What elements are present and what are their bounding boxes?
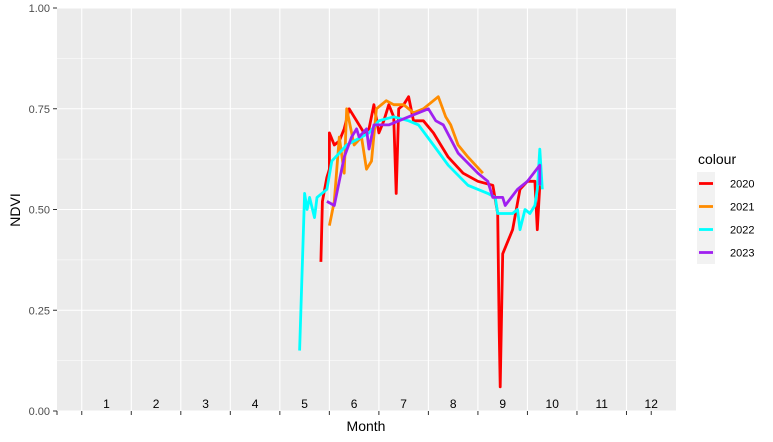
y-tick-label: 0.00: [29, 406, 50, 418]
month-label: 8: [450, 397, 457, 411]
grid-minor: [57, 58, 676, 361]
legend-label-2022: 2022: [730, 225, 754, 237]
y-tick-label: 0.75: [29, 104, 50, 116]
x-axis-title: Month: [347, 418, 386, 434]
month-label: 7: [400, 397, 407, 411]
month-label: 6: [351, 397, 358, 411]
series-line-2021: [328, 95, 484, 226]
month-label: 9: [499, 397, 506, 411]
y-tick-label: 0.25: [29, 305, 50, 317]
y-tick-label: 0.50: [29, 205, 50, 217]
month-label: 1: [103, 397, 110, 411]
month-label: 4: [252, 397, 259, 411]
legend-label-2020: 2020: [730, 179, 754, 191]
grid-major: [57, 7, 676, 412]
legend-label-2021: 2021: [730, 202, 754, 214]
series-line-2023: [326, 107, 542, 207]
month-labels: 1 2 3 4 5 6 7 8 9 10 11 12: [103, 397, 658, 411]
month-label: 5: [301, 397, 308, 411]
legend-title: colour: [698, 151, 736, 167]
x-axis-ticks: [56, 411, 652, 415]
legend: colour 2020 2021 2022 2023: [697, 151, 754, 264]
y-axis-title: NDVI: [7, 193, 23, 226]
month-label: 12: [645, 397, 659, 411]
month-label: 2: [153, 397, 160, 411]
month-label: 3: [202, 397, 209, 411]
legend-label-2023: 2023: [730, 248, 754, 260]
series-line-2022: [298, 115, 544, 351]
y-tick-label: 1.00: [29, 3, 50, 15]
month-label: 11: [595, 397, 608, 411]
legend-items: 2020 2021 2022 2023: [697, 172, 754, 264]
y-axis: 0.00 0.25 0.50 0.75 1.00: [29, 3, 57, 418]
month-label: 10: [546, 397, 560, 411]
series-layer: [298, 95, 544, 389]
